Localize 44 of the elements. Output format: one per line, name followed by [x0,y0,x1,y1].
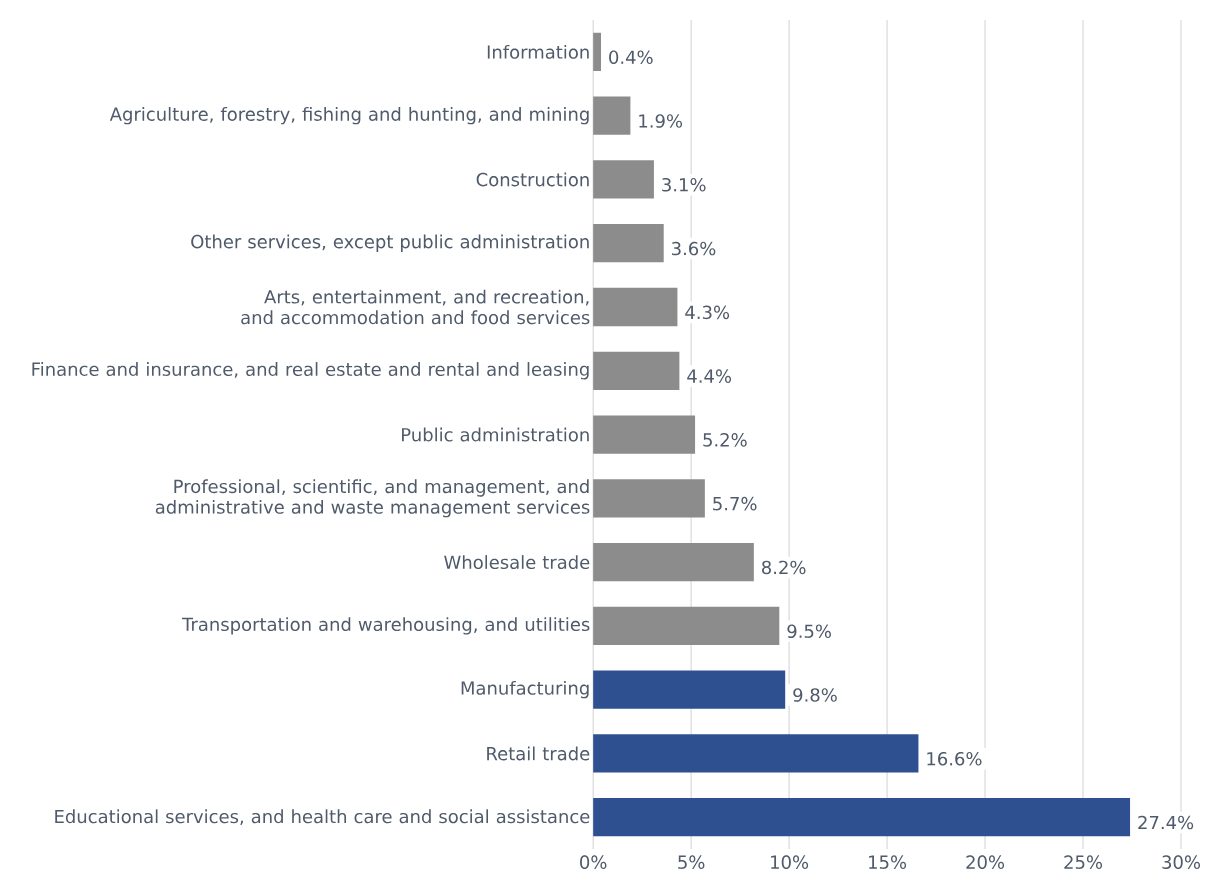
y-tick-label: Wholesale trade [444,555,590,570]
bar [593,543,754,582]
data-label: 8.2% [761,560,806,575]
bar [593,798,1131,837]
bar [593,479,705,518]
data-label: 5.7% [713,496,757,511]
data-label: 1.9% [639,114,683,128]
y-tick-label: Agriculture, forestry, fishing and hunting, and mining [109,107,589,125]
x-tick-label: 5% [678,855,705,870]
data-label: 0.4% [609,50,653,65]
x-tick-label: 30% [1162,855,1201,870]
bar [593,32,602,72]
y-tick-label: Transportation and warehousing, and utilities [182,617,590,635]
data-label: 3.6% [672,241,716,256]
y-tick-label: Educational services, and health care and social assistance [55,809,590,826]
x-tick-label: 15% [869,855,907,870]
data-label: 3.1% [662,178,706,192]
y-tick-label: Manufacturing [461,681,589,699]
bar [593,606,780,646]
bar [593,224,664,263]
x-tick-label: 0% [580,855,607,870]
data-label: 5.2% [703,433,747,447]
y-tick-label: Construction [476,172,589,187]
x-tick-label: 10% [771,855,809,870]
bar [593,734,919,773]
data-label: 16.6% [927,752,982,766]
bar [593,351,680,391]
bar [593,287,678,327]
y-tick-label: Arts, entertainment, and recreation, and accommodation and food services [241,289,590,325]
data-label: 9.8% [793,688,837,702]
bar [593,160,654,199]
y-tick-label: Finance and insurance, and real estate and rental and leasing [32,362,589,380]
data-label: 9.5% [787,624,831,639]
data-label: 27.4% [1138,815,1194,830]
y-tick-label: Retail trade [487,746,590,761]
data-label: 4.3% [685,305,730,320]
y-tick-label: Public administration [402,427,589,442]
y-tick-label: Other services, except public administration [191,234,589,253]
x-tick-label: 20% [966,855,1005,870]
y-tick-label: Professional, scientific, and management, and administrative and waste management services [155,479,590,518]
x-tick-label: 25% [1064,855,1103,870]
data-label: 4.4% [687,369,732,384]
y-tick-label: Information [487,45,589,59]
bar [593,96,631,135]
